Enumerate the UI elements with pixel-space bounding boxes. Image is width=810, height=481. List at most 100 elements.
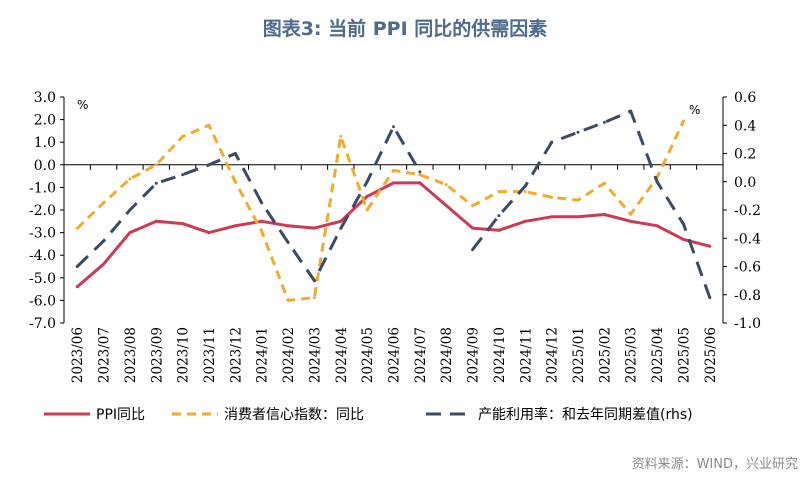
legend: PPI同比 消费者信心指数：同比 产能利用率：和去年同期差值(rhs) [44, 406, 693, 423]
x-axis-tick-label: 2024/05 [360, 327, 376, 383]
legend-label-2: 消费者信心指数：同比 [224, 407, 364, 423]
data-point [550, 140, 554, 144]
data-point [392, 168, 395, 172]
x-axis-tick-label: 2025/02 [597, 327, 613, 383]
left-axis-unit: % [77, 98, 88, 112]
right-axis-tick-label: 0.4 [734, 118, 756, 134]
data-point [286, 298, 290, 302]
legend-label-3: 产能利用率：和去年同期差值(rhs) [478, 406, 693, 423]
x-axis-tick-label: 2024/04 [334, 327, 350, 383]
data-point [233, 180, 237, 184]
data-point [418, 181, 422, 185]
data-point [682, 237, 685, 241]
axes [60, 96, 727, 324]
data-point [102, 262, 105, 266]
x-axis-tick-label: 2023/06 [70, 327, 86, 383]
x-axis-tick-label: 2024/12 [545, 327, 561, 383]
data-point [102, 201, 105, 205]
x-axis-tick-label: 2023/07 [97, 327, 113, 383]
data-point [260, 201, 264, 205]
data-point [286, 241, 290, 244]
tick-labels: 3.0 2.0 1.0 0.0 -1.0 -2.0 -3.0 -4.0 -5.0 -6.0 -7.0… [29, 90, 761, 383]
series-line-3 [76, 125, 422, 283]
data-point [708, 244, 712, 248]
data-point [392, 125, 395, 129]
data-point [260, 219, 264, 223]
data-point [497, 190, 501, 194]
left-axis-tick-label: -3.0 [29, 226, 56, 242]
x-axis-tick-label: 2025/01 [571, 327, 587, 383]
data-point [682, 222, 685, 226]
data-point [365, 208, 369, 212]
data-point [444, 183, 448, 187]
x-axis-tick-label: 2023/12 [228, 327, 244, 383]
left-axis-tick-label: -4.0 [29, 248, 56, 264]
data-point [523, 219, 527, 223]
data-point [550, 215, 554, 219]
data-point [75, 226, 79, 230]
data-point [471, 226, 475, 230]
x-axis-tick-label: 2024/07 [413, 327, 429, 383]
data-point [181, 222, 185, 226]
data-point [233, 152, 237, 155]
data-point [392, 181, 395, 185]
left-axis-tick-label: 2.0 [34, 113, 56, 129]
data-point [365, 180, 369, 184]
left-axis-tick-label: 3.0 [34, 90, 56, 106]
data-point [629, 212, 633, 216]
data-point [339, 135, 343, 138]
series-line-2 [76, 120, 685, 302]
data-point [181, 173, 185, 177]
data-point [128, 231, 132, 235]
x-axis-tick-label: 2024/09 [466, 327, 482, 383]
data-point [497, 214, 501, 218]
x-axis-tick-label: 2023/11 [202, 327, 218, 383]
data-point [154, 219, 158, 223]
data-point [655, 224, 659, 228]
x-axis-tick-label: 2024/03 [307, 327, 323, 383]
data-point [471, 204, 475, 208]
x-axis-tick-label: 2025/06 [703, 327, 719, 383]
data-point [312, 226, 316, 230]
data-point [233, 224, 237, 228]
data-point [365, 194, 369, 198]
chart-title: 图表3: 当前 PPI 同比的供需因素 [262, 18, 548, 40]
x-axis-tick-label: 2024/11 [518, 327, 534, 383]
left-axis-tick-label: -2.0 [29, 203, 56, 219]
right-axis-tick-label: -0.4 [734, 231, 761, 247]
right-axis-tick-label: 0.6 [734, 90, 756, 106]
data-point [312, 279, 316, 283]
data-point [128, 208, 132, 212]
x-axis-tick-label: 2024/01 [255, 327, 271, 383]
x-axis-tick-label: 2024/06 [387, 327, 403, 383]
data-point [154, 181, 158, 185]
data-point [260, 229, 264, 233]
x-axis-tick-label: 2024/10 [492, 327, 508, 383]
data-point [207, 231, 211, 235]
right-axis-tick-label: -0.6 [734, 260, 761, 276]
data-point [339, 226, 343, 230]
left-axis-tick-label: -7.0 [29, 316, 56, 332]
data-point [286, 224, 290, 228]
x-axis-tick-label: 2025/04 [650, 327, 666, 383]
x-axis-tick-label: 2023/09 [149, 327, 165, 383]
data-point [629, 109, 633, 113]
left-axis-tick-label: 0.0 [34, 158, 56, 174]
data-point [523, 184, 527, 188]
left-axis-tick-label: -6.0 [29, 293, 56, 309]
data-point [576, 130, 580, 134]
data-point [181, 135, 185, 138]
left-axis-tick-label: 1.0 [34, 135, 56, 151]
left-axis-tick-label: -1.0 [29, 180, 56, 196]
x-axis-tick-label: 2023/10 [176, 327, 192, 383]
series-lines [75, 109, 712, 302]
data-point [602, 120, 606, 124]
right-axis-tick-label: -0.2 [734, 203, 761, 219]
data-point [102, 239, 105, 243]
right-axis-tick-label: -1.0 [734, 316, 761, 332]
series-line-3 [471, 109, 712, 299]
series-line-1 [76, 181, 711, 288]
data-point [497, 228, 501, 232]
right-axis-tick-label: 0.0 [734, 175, 756, 191]
